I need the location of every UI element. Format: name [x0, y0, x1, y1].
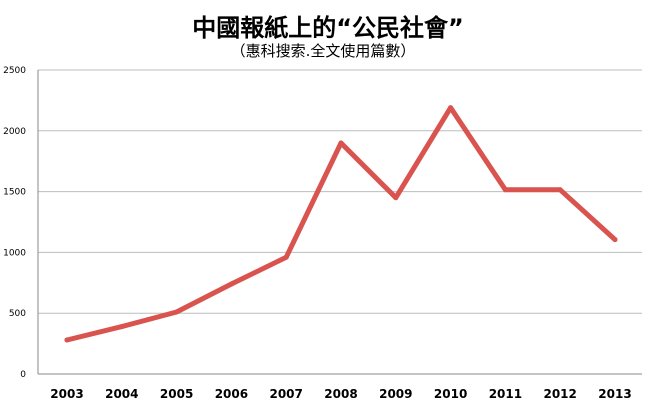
chart-subtitle: （惠科搜索.全文使用篇數）	[231, 42, 416, 60]
y-tick-label: 500	[9, 309, 26, 319]
y-tick-label: 2000	[3, 127, 26, 137]
data-point	[64, 337, 70, 343]
x-tick-label: 2011	[489, 387, 522, 401]
x-tick-label: 2004	[105, 387, 138, 401]
y-tick-label: 0	[20, 370, 26, 380]
x-tick-label: 2003	[50, 387, 83, 401]
chart-title: 中國報紙上的“公民社會”	[192, 14, 464, 42]
y-tick-label: 1000	[3, 248, 26, 258]
x-tick-label: 2007	[269, 387, 302, 401]
data-point	[393, 195, 399, 201]
data-point	[338, 140, 344, 146]
y-axis-ticks: 0 500 1000 1500 2000 2500	[3, 66, 26, 380]
data-point	[448, 105, 454, 111]
data-point	[283, 254, 289, 260]
x-tick-label: 2010	[434, 387, 467, 401]
y-tick-label: 2500	[3, 66, 26, 76]
data-point	[228, 281, 234, 287]
y-tick-label: 1500	[3, 188, 26, 198]
data-point	[119, 324, 125, 330]
data-point	[612, 237, 618, 243]
x-tick-label: 2006	[215, 387, 248, 401]
data-point	[174, 309, 180, 315]
x-tick-label: 2008	[324, 387, 357, 401]
series-layer	[64, 105, 618, 343]
data-point	[557, 187, 563, 193]
gridlines	[37, 69, 642, 375]
x-axis-ticks: 2003 2004 2005 2006 2007 2008 2009 2010 2011 2012…	[50, 387, 631, 401]
x-tick-label: 2005	[160, 387, 193, 401]
x-tick-label: 2012	[543, 387, 576, 401]
data-point	[502, 187, 508, 193]
x-tick-label: 2009	[379, 387, 412, 401]
x-tick-label: 2013	[598, 387, 631, 401]
